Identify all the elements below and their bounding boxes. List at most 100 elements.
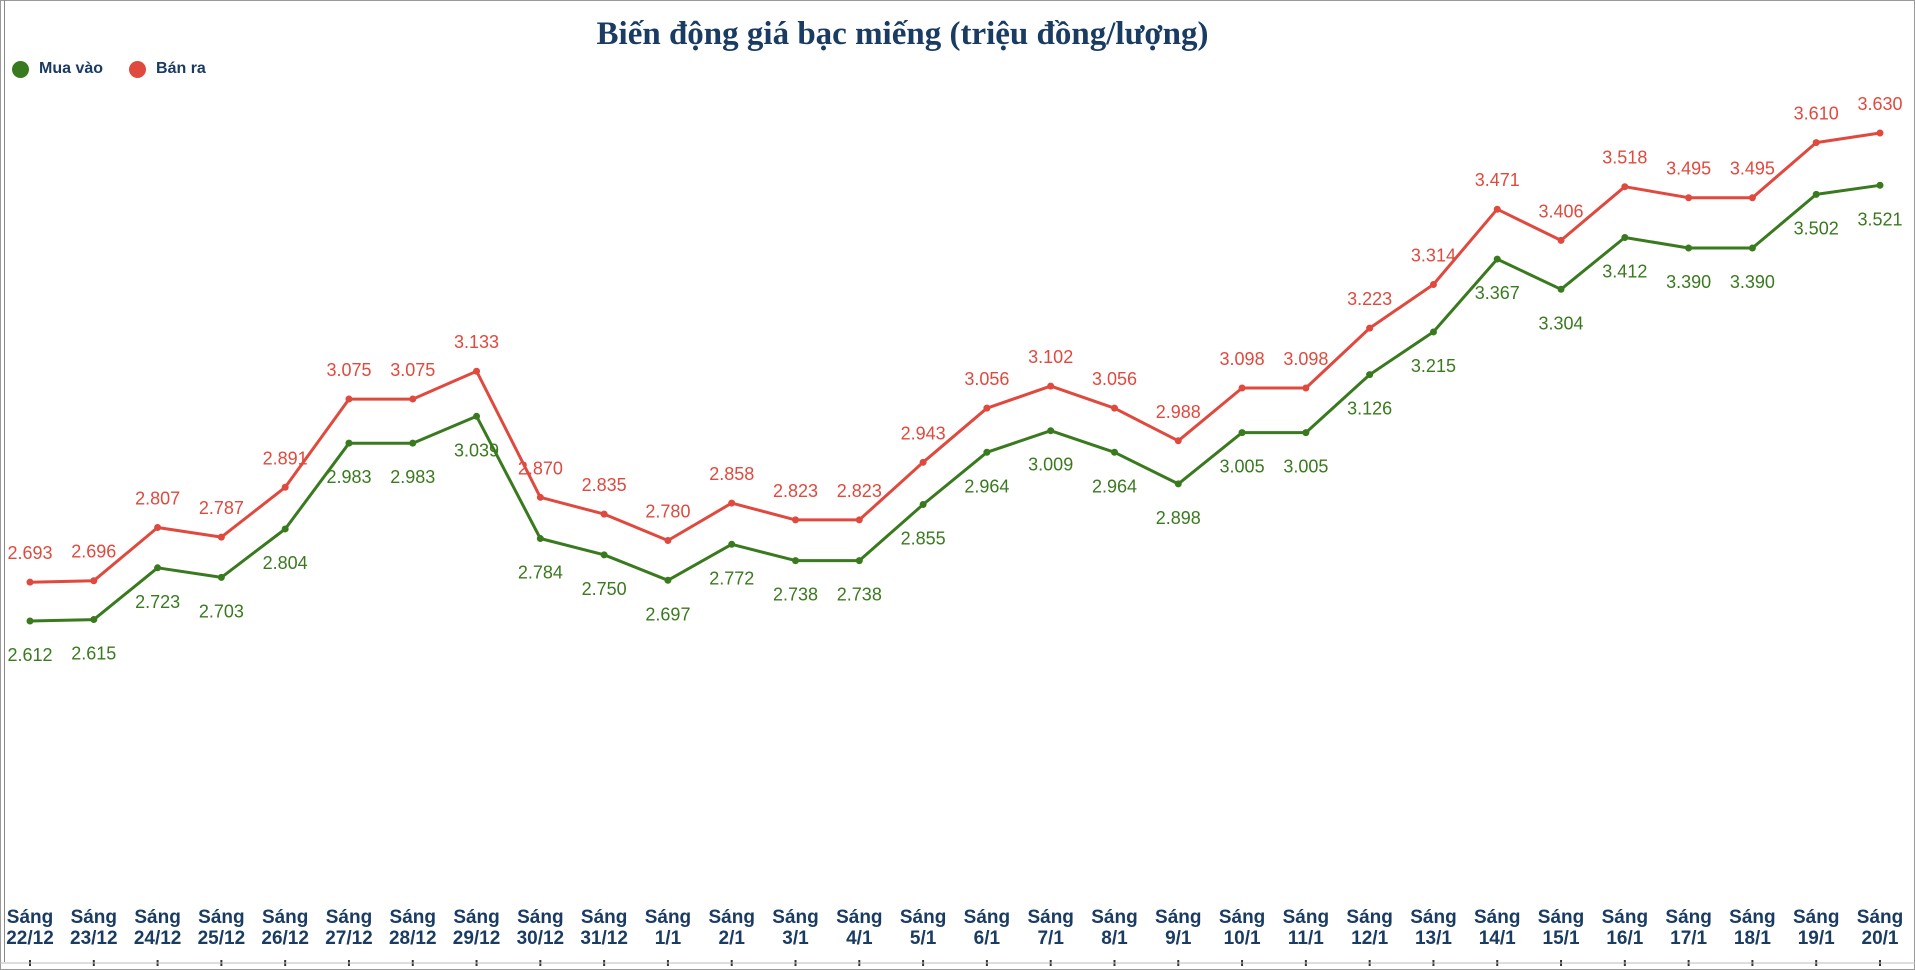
data-label-buy-28: 3.502 xyxy=(1794,218,1839,238)
data-label-buy-5: 2.983 xyxy=(326,467,371,487)
data-point-sell-29 xyxy=(1876,129,1884,137)
data-label-buy-14: 2.855 xyxy=(901,529,946,549)
data-point-buy-12 xyxy=(792,557,800,565)
data-label-sell-24: 3.406 xyxy=(1539,201,1584,221)
data-label-sell-5: 3.075 xyxy=(326,360,371,380)
data-label-sell-7: 3.133 xyxy=(454,332,499,352)
data-label-sell-26: 3.495 xyxy=(1666,159,1711,179)
x-tick-label-11: Sáng 2/1 xyxy=(708,907,754,949)
data-point-buy-8 xyxy=(536,535,544,543)
data-point-buy-9 xyxy=(600,551,608,559)
x-tick-label-16: Sáng 7/1 xyxy=(1027,907,1073,949)
data-point-buy-6 xyxy=(409,439,417,447)
x-tick-label-13: Sáng 4/1 xyxy=(836,907,882,949)
data-point-sell-4 xyxy=(281,483,289,491)
data-point-sell-25 xyxy=(1621,183,1629,191)
data-point-sell-28 xyxy=(1812,139,1820,147)
data-point-buy-22 xyxy=(1429,328,1437,336)
legend-item-buy: Mua vào xyxy=(12,60,103,78)
data-point-buy-25 xyxy=(1621,234,1629,242)
data-label-sell-3: 2.787 xyxy=(199,498,244,518)
data-label-buy-6: 2.983 xyxy=(390,467,435,487)
data-label-buy-27: 3.390 xyxy=(1730,272,1775,292)
x-tick-label-22: Sáng 13/1 xyxy=(1410,907,1456,949)
x-tick-label-12: Sáng 3/1 xyxy=(772,907,818,949)
data-label-sell-22: 3.314 xyxy=(1411,245,1456,265)
x-tick-label-24: Sáng 15/1 xyxy=(1538,907,1584,949)
chart-title: Biến động giá bạc miếng (triệu đồng/lượn… xyxy=(596,16,1209,52)
x-tick-label-2: Sáng 24/12 xyxy=(134,907,182,949)
data-label-buy-25: 3.412 xyxy=(1602,262,1647,282)
data-label-sell-2: 2.807 xyxy=(135,489,180,509)
data-label-sell-16: 3.102 xyxy=(1028,347,1073,367)
data-point-sell-6 xyxy=(409,395,417,403)
legend-label-buy: Mua vào xyxy=(39,60,104,77)
data-point-sell-8 xyxy=(536,493,544,501)
data-label-sell-0: 2.693 xyxy=(7,543,52,563)
chart-legend: Mua vào Bán ra xyxy=(12,60,232,78)
data-point-buy-7 xyxy=(473,412,481,420)
chart-left-border xyxy=(4,0,5,962)
data-label-buy-23: 3.367 xyxy=(1475,283,1520,303)
data-label-sell-14: 2.943 xyxy=(901,423,946,443)
data-label-sell-11: 2.858 xyxy=(709,464,754,484)
data-point-buy-5 xyxy=(345,439,353,447)
legend-dot-sell xyxy=(129,60,147,78)
data-label-buy-1: 2.615 xyxy=(71,644,116,664)
data-label-buy-13: 2.738 xyxy=(837,585,882,605)
data-point-sell-13 xyxy=(855,516,863,524)
data-point-buy-23 xyxy=(1493,255,1501,263)
data-label-buy-2: 2.723 xyxy=(135,592,180,612)
data-label-sell-18: 2.988 xyxy=(1156,402,1201,422)
x-tick-label-5: Sáng 27/12 xyxy=(325,907,373,949)
x-tick-label-19: Sáng 10/1 xyxy=(1219,907,1265,949)
data-point-sell-1 xyxy=(90,577,98,585)
data-point-buy-18 xyxy=(1174,480,1182,488)
data-point-buy-16 xyxy=(1047,427,1055,435)
data-point-buy-27 xyxy=(1748,244,1756,252)
data-point-buy-21 xyxy=(1366,371,1374,379)
data-point-buy-26 xyxy=(1685,244,1693,252)
x-tick-label-21: Sáng 12/1 xyxy=(1346,907,1392,949)
data-point-sell-14 xyxy=(919,458,927,466)
data-label-buy-16: 3.009 xyxy=(1028,455,1073,475)
data-point-sell-3 xyxy=(217,533,225,541)
data-label-buy-24: 3.304 xyxy=(1539,313,1584,333)
data-label-buy-20: 3.005 xyxy=(1283,457,1328,477)
data-point-buy-24 xyxy=(1557,285,1565,293)
data-label-sell-15: 3.056 xyxy=(964,369,1009,389)
data-point-sell-12 xyxy=(792,516,800,524)
data-point-buy-15 xyxy=(983,448,991,456)
data-label-buy-11: 2.772 xyxy=(709,568,754,588)
data-point-sell-20 xyxy=(1302,384,1310,392)
x-tick-label-6: Sáng 28/12 xyxy=(389,907,437,949)
data-label-sell-4: 2.891 xyxy=(263,448,308,468)
data-point-buy-19 xyxy=(1238,429,1246,437)
data-label-sell-17: 3.056 xyxy=(1092,369,1137,389)
data-point-buy-2 xyxy=(154,564,162,572)
data-point-sell-9 xyxy=(600,510,608,518)
x-tick-label-25: Sáng 16/1 xyxy=(1602,907,1648,949)
data-point-sell-2 xyxy=(154,524,162,532)
data-label-buy-17: 2.964 xyxy=(1092,476,1137,496)
data-point-sell-15 xyxy=(983,404,991,412)
data-label-buy-18: 2.898 xyxy=(1156,508,1201,528)
data-label-buy-21: 3.126 xyxy=(1347,399,1392,419)
x-tick-label-10: Sáng 1/1 xyxy=(645,907,691,949)
data-label-buy-15: 2.964 xyxy=(964,476,1009,496)
data-point-buy-28 xyxy=(1812,190,1820,198)
data-point-buy-13 xyxy=(855,557,863,565)
x-tick-label-23: Sáng 14/1 xyxy=(1474,907,1520,949)
data-label-buy-3: 2.703 xyxy=(199,601,244,621)
data-label-buy-10: 2.697 xyxy=(645,604,690,624)
legend-item-sell: Bán ra xyxy=(129,60,206,78)
x-tick-label-4: Sáng 26/12 xyxy=(261,907,309,949)
data-label-buy-7: 3.039 xyxy=(454,440,499,460)
data-point-sell-22 xyxy=(1429,280,1437,288)
data-point-sell-21 xyxy=(1366,324,1374,332)
data-label-sell-8: 2.870 xyxy=(518,458,563,478)
legend-dot-buy xyxy=(12,60,29,78)
data-point-buy-4 xyxy=(281,525,289,533)
data-point-sell-23 xyxy=(1493,205,1501,213)
data-point-sell-16 xyxy=(1047,382,1055,390)
